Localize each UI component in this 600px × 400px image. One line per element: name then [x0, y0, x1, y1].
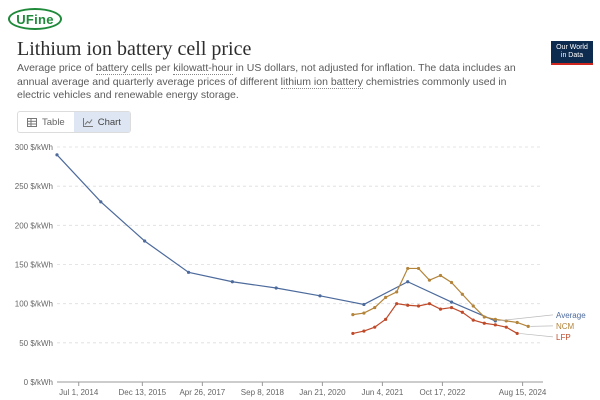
y-tick-label: 50 $/kWh: [19, 339, 53, 348]
x-tick-label: Aug 15, 2024: [499, 388, 547, 397]
label-connector: [519, 333, 554, 338]
view-tabs: Table Chart: [17, 111, 131, 133]
data-point-lfp: [471, 318, 475, 322]
table-icon: [27, 117, 37, 127]
series-label-average: Average: [556, 311, 586, 320]
data-point-ncm: [460, 292, 464, 296]
data-point-average: [449, 300, 454, 304]
data-point-lfp: [406, 303, 410, 307]
data-point-lfp: [504, 325, 508, 329]
tab-table[interactable]: Table: [18, 112, 74, 132]
brand-logo: UFine: [8, 8, 62, 30]
data-point-lfp: [416, 304, 421, 308]
data-point-lfp: [384, 317, 388, 321]
data-point-ncm: [515, 320, 519, 325]
series-lines: [55, 153, 530, 336]
data-point-ncm: [362, 311, 366, 315]
data-point-ncm: [438, 273, 443, 278]
page-title: Lithium ion battery cell price: [17, 38, 252, 60]
x-tick-label: Oct 17, 2022: [420, 388, 466, 397]
subtitle-text: in US dollars, not adjusted for inflatio…: [17, 62, 516, 88]
data-point-lfp: [373, 325, 377, 329]
series-label-ncm: NCM: [556, 322, 575, 331]
data-point-lfp: [362, 329, 366, 333]
subtitle-text: per: [152, 62, 174, 74]
x-tick-label: Sep 8, 2018: [241, 388, 285, 397]
data-point-lfp: [438, 307, 443, 311]
series-line-average: [56, 154, 496, 322]
data-point-ncm: [351, 313, 355, 317]
tab-chart[interactable]: Chart: [73, 112, 130, 132]
data-point-ncm: [449, 280, 454, 285]
data-point-ncm: [373, 305, 377, 310]
data-point-lfp: [460, 310, 464, 314]
subtitle-text: Average price of: [17, 62, 97, 74]
x-tick-label: Apr 26, 2017: [179, 388, 225, 397]
data-point-lfp: [427, 302, 432, 306]
x-tick-label: Jun 4, 2021: [361, 388, 403, 397]
data-point-average: [143, 239, 147, 243]
data-point-ncm: [395, 290, 399, 294]
owid-badge-line1: Our World: [556, 43, 588, 51]
tab-table-label: Table: [42, 116, 65, 128]
y-tick-label: 300 $/kWh: [15, 143, 53, 152]
data-point-average: [318, 294, 322, 298]
glossary-term-link[interactable]: kilowatt-hour: [173, 62, 233, 75]
data-point-ncm: [416, 266, 421, 271]
x-tick-label: Dec 13, 2015: [119, 388, 167, 397]
series-labels: Average NCM LFP: [497, 311, 586, 342]
data-point-average: [362, 302, 366, 307]
data-point-average: [186, 270, 191, 274]
grid-lines: [57, 146, 543, 344]
tab-chart-label: Chart: [97, 116, 121, 128]
page-subtitle: Average price of battery cells per kilow…: [17, 62, 532, 103]
data-point-lfp: [493, 323, 497, 327]
x-tick-label: Jan 21, 2020: [299, 388, 346, 397]
glossary-term-link[interactable]: battery cells: [96, 62, 153, 75]
y-tick-label: 0 $/kWh: [24, 378, 53, 387]
series-label-lfp: LFP: [556, 333, 571, 342]
data-point-lfp: [515, 331, 519, 336]
y-tick-label: 150 $/kWh: [15, 261, 53, 270]
y-tick-label: 250 $/kWh: [15, 182, 53, 191]
data-point-ncm: [427, 278, 432, 282]
data-point-ncm: [471, 304, 475, 308]
data-point-average: [99, 200, 103, 204]
series-line-lfp: [352, 303, 518, 335]
data-point-ncm: [482, 315, 486, 319]
data-point-average: [406, 280, 410, 284]
data-point-ncm: [384, 295, 388, 299]
line-chart-icon: [82, 117, 93, 127]
axes: 0 $/kWh 50 $/kWh 100 $/kWh 150 $/kWh 200 $/k…: [15, 143, 547, 397]
data-point-lfp: [395, 302, 399, 306]
y-tick-label: 200 $/kWh: [15, 221, 53, 230]
data-point-lfp: [482, 321, 486, 325]
subtitle-text: chemistries commonly used in electric ve…: [17, 75, 507, 102]
glossary-term-link[interactable]: lithium ion battery: [280, 75, 363, 89]
data-point-lfp: [351, 331, 355, 336]
data-point-lfp: [449, 305, 454, 310]
x-tick-label: Jul 1, 2014: [59, 388, 99, 397]
data-point-ncm: [526, 324, 530, 328]
y-tick-label: 100 $/kWh: [15, 300, 53, 309]
data-point-average: [55, 153, 59, 157]
label-connector: [497, 314, 554, 322]
data-point-ncm: [406, 266, 410, 271]
data-point-ncm: [493, 317, 497, 321]
owid-badge-line2: in Data: [560, 52, 584, 59]
data-point-average: [230, 280, 234, 284]
data-point-average: [274, 286, 278, 290]
owid-badge[interactable]: Our World in Data: [551, 41, 593, 65]
